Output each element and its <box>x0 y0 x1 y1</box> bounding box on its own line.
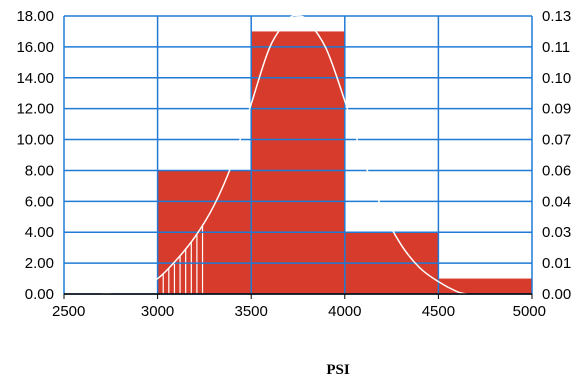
y2-tick-label-2: 0.03 <box>542 224 571 241</box>
y2-tick-labels: 0.00 0.01 0.03 0.04 0.06 0.07 0.09 0.10 0.11 0.13 <box>542 8 571 303</box>
y-tick-label-0: 0.00 <box>25 286 54 303</box>
y2-tick-label-1: 0.01 <box>542 255 571 272</box>
y2-tick-label-4: 0.06 <box>542 162 571 179</box>
y2-tick-label-6: 0.09 <box>542 101 571 118</box>
y2-tick-label-8: 0.11 <box>542 39 570 56</box>
y2-tick-label-0: 0.00 <box>542 286 571 303</box>
y2-tick-label-3: 0.04 <box>542 193 571 210</box>
y-tick-label-5: 10.00 <box>16 132 54 149</box>
x-tick-label-3: 4000 <box>328 303 361 320</box>
y-tick-label-9: 18.00 <box>16 8 54 25</box>
x-tick-label-0: 2500 <box>52 303 85 320</box>
y-tick-label-7: 14.00 <box>16 70 54 87</box>
bar-stripes <box>162 224 204 294</box>
y-tick-label-8: 16.00 <box>16 39 54 56</box>
histogram-bar-1 <box>251 31 345 294</box>
y-tick-label-3: 6.00 <box>25 193 54 210</box>
y2-tick-label-5: 0.07 <box>542 132 571 149</box>
histogram-bar-3 <box>438 278 532 294</box>
x-tick-label-2: 3500 <box>235 303 268 320</box>
y-tick-label-1: 2.00 <box>25 255 54 272</box>
y-tick-label-4: 8.00 <box>25 162 54 179</box>
histogram-bars <box>157 31 532 294</box>
x-tick-labels: 2500 3000 3500 4000 4500 5000 <box>52 294 546 320</box>
y-tick-label-6: 12.00 <box>16 101 54 118</box>
y2-tick-label-9: 0.13 <box>542 8 571 25</box>
y-tick-label-2: 4.00 <box>25 224 54 241</box>
x-axis-label: PSI <box>326 362 350 378</box>
y-tick-labels: 0.00 2.00 4.00 6.00 8.00 10.00 12.00 14.00 16.00… <box>16 8 54 303</box>
x-tick-label-5: 5000 <box>513 303 546 320</box>
normal-curve-line <box>101 14 467 295</box>
x-tick-label-1: 3000 <box>141 303 174 320</box>
y2-tick-label-7: 0.10 <box>542 70 571 87</box>
grid-lines <box>63 15 533 295</box>
x-tick-label-4: 4500 <box>422 303 455 320</box>
